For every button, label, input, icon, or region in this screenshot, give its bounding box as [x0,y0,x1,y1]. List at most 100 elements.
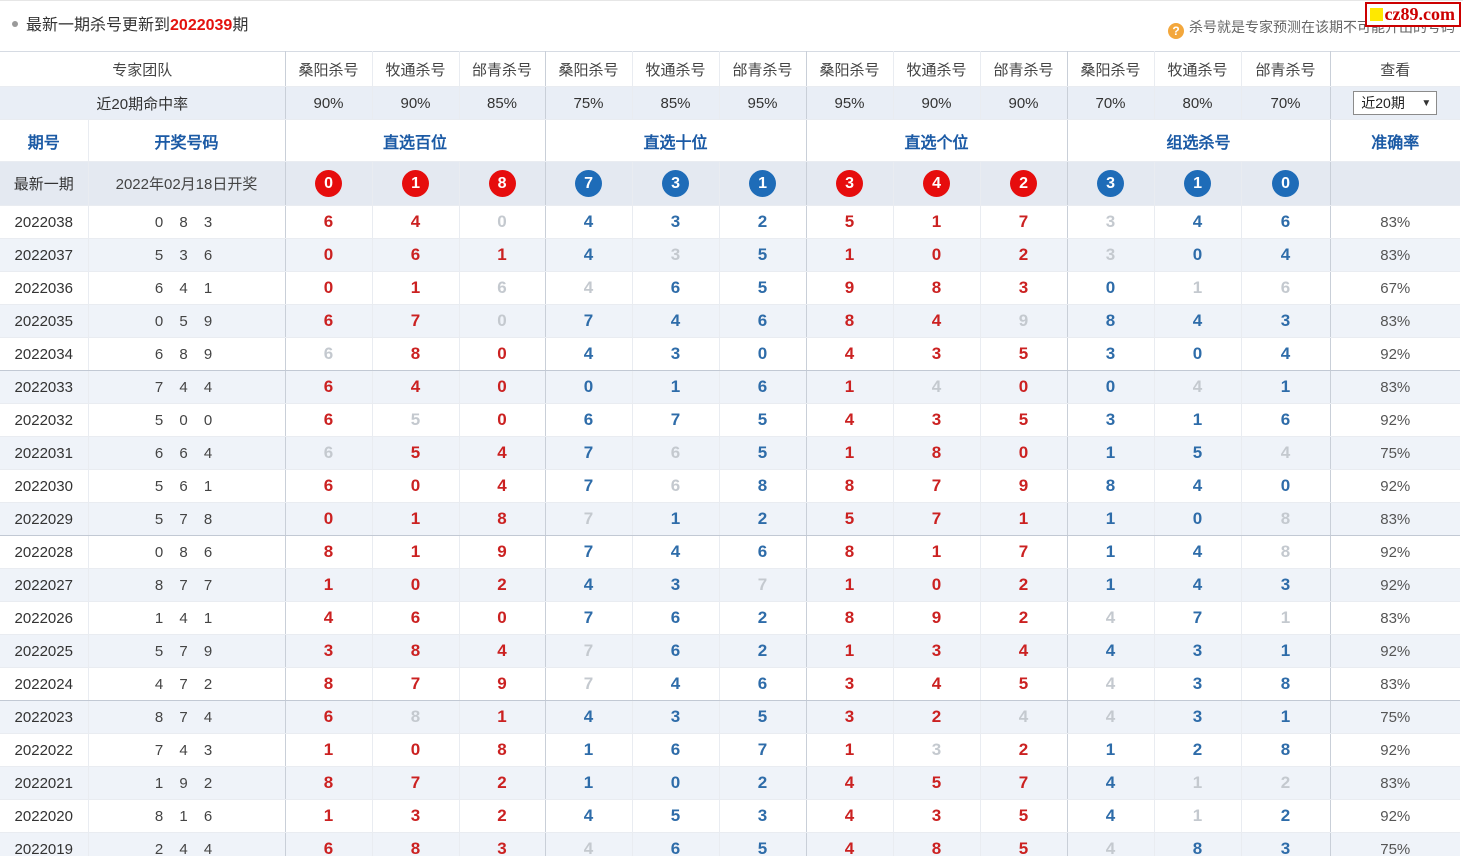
kill-ball: 4 [923,170,950,197]
kill-number-cell: 7 [545,635,632,668]
kill-number-cell: 0 [372,470,459,503]
kill-number-cell: 4 [1154,371,1241,404]
hit-rate-cell: 90% [893,87,980,120]
kill-number-cell: 2 [980,239,1067,272]
logo-text: cz89.com [1385,4,1455,24]
expert-header-cell: 牧通杀号 [1154,52,1241,87]
kill-number-cell: 6 [719,305,806,338]
issue-header: 期号 [0,120,88,162]
kill-number-cell: 8 [285,668,372,701]
kill-number-cell: 4 [545,338,632,371]
kill-number-cell: 0 [459,371,545,404]
kill-number-cell: 6 [285,833,372,856]
kill-number-cell: 0 [459,602,545,635]
kill-number-cell: 4 [1154,569,1241,602]
kill-number-cell: 6 [719,668,806,701]
hit-rate-cell: 95% [719,87,806,120]
column-group-header-row: 期号开奖号码直选百位直选十位直选个位组选杀号准确率 [0,120,1460,162]
kill-number-cell: 2 [980,602,1067,635]
kill-number-cell: 5 [719,701,806,734]
kill-number-cell: 9 [459,536,545,569]
kill-number-cell: 2 [1241,800,1330,833]
expert-header-cell: 邰青杀号 [719,52,806,87]
kill-number-cell: 3 [632,338,719,371]
kill-number-cell: 8 [1241,668,1330,701]
draw-numbers-cell: 8 1 6 [88,800,285,833]
kill-number-cell: 7 [372,668,459,701]
issue-cell: 2022033 [0,371,88,404]
issue-cell: 2022024 [0,668,88,701]
draw-numbers-cell: 0 5 9 [88,305,285,338]
kill-number-cell: 1 [459,239,545,272]
kill-number-cell: 4 [372,371,459,404]
draw-numbers-cell: 7 4 4 [88,371,285,404]
kill-number-cell: 1 [459,701,545,734]
kill-number-cell: 0 [459,338,545,371]
kill-number-cell: 1 [285,734,372,767]
site-logo[interactable]: cz89.com [1365,2,1461,27]
hit-rate-cell: 90% [980,87,1067,120]
kill-number-cell: 4 [1154,305,1241,338]
kill-number-cell: 6 [285,338,372,371]
kill-number-cell: 8 [893,437,980,470]
issue-cell: 2022029 [0,503,88,536]
kill-number-cell: 6 [719,371,806,404]
period-dropdown-value: 近20期 [1361,95,1405,111]
kill-number-cell: 5 [719,437,806,470]
kill-number-cell: 5 [980,338,1067,371]
kill-number-cell: 4 [980,701,1067,734]
draw-numbers-cell: 6 8 9 [88,338,285,371]
kill-number-cell: 4 [459,470,545,503]
kill-number-cell: 4 [545,833,632,856]
kill-number-cell: 2 [459,800,545,833]
kill-ball: 1 [402,170,429,197]
kill-number-cell: 5 [980,404,1067,437]
kill-number-cell: 3 [372,800,459,833]
kill-number-cell: 0 [980,437,1067,470]
kill-number-cell: 3 [632,569,719,602]
kill-number-cell: 4 [545,701,632,734]
kill-number-cell: 0 [893,569,980,602]
kill-number-cell: 4 [285,602,372,635]
expert-team-header: 专家团队 [0,52,285,87]
kill-number-cell: 3 [1154,701,1241,734]
accuracy-cell: 83% [1330,767,1460,800]
kill-number-cell: 1 [806,569,893,602]
kill-number-cell: 5 [719,239,806,272]
kill-number-cell: 6 [545,404,632,437]
accuracy-cell: 83% [1330,239,1460,272]
kill-number-cell: 4 [806,767,893,800]
issue-cell: 2022036 [0,272,88,305]
latest-kill-cell: 0 [1241,162,1330,206]
issue-cell: 2022022 [0,734,88,767]
kill-number-cell: 1 [1241,602,1330,635]
expert-header-cell: 桑阳杀号 [545,52,632,87]
kill-ball: 2 [1010,170,1037,197]
kill-number-cell: 4 [1067,668,1154,701]
period-dropdown[interactable]: 近20期▼ [1353,91,1437,115]
kill-number-cell: 1 [1154,800,1241,833]
kill-number-cell: 3 [1241,305,1330,338]
kill-number-cell: 1 [632,503,719,536]
expert-header-cell: 牧通杀号 [372,52,459,87]
kill-number-cell: 7 [893,470,980,503]
draw-numbers-cell: 5 3 6 [88,239,285,272]
kill-number-cell: 6 [632,470,719,503]
kill-number-cell: 9 [806,272,893,305]
kill-number-cell: 7 [545,602,632,635]
kill-number-cell: 8 [806,602,893,635]
latest-kill-cell: 8 [459,162,545,206]
kill-number-cell: 8 [1241,536,1330,569]
kill-number-cell: 7 [545,668,632,701]
hit-rate-cell: 85% [459,87,545,120]
latest-kill-cell: 0 [285,162,372,206]
